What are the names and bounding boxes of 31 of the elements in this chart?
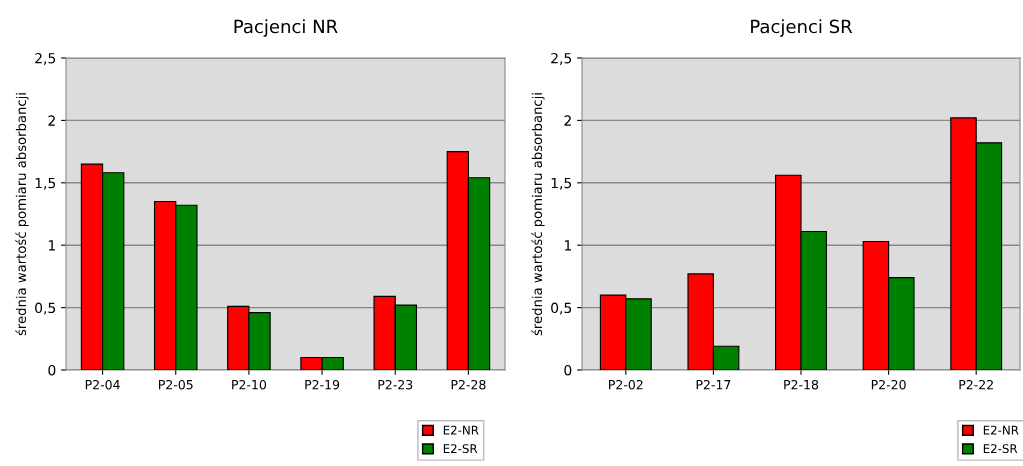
x-tick-label: P2-22	[959, 379, 993, 390]
y-tick-label: 2	[48, 115, 55, 126]
x-tick-label: P2-18	[784, 379, 819, 390]
y-tick-label: 0,5	[551, 302, 572, 315]
x-tick-label: P2-04	[85, 379, 120, 390]
y-tick-label: 2,5	[551, 52, 572, 65]
y-tick-label: 2	[564, 115, 571, 126]
x-tick-label: P2-17	[696, 379, 731, 390]
chart-title: Pacjenci SR	[751, 19, 853, 37]
y-axis-title: średnia wartość pomiaru absorbancji	[531, 93, 545, 336]
x-tick-label: P2-19	[305, 379, 340, 390]
y-tick-label: 1,5	[35, 177, 56, 190]
x-tick-label: P2-28	[451, 379, 486, 390]
y-tick-label: 0	[48, 364, 56, 376]
legend-label: E2-SR	[983, 444, 1018, 454]
x-tick-label: P2-20	[871, 379, 906, 390]
y-tick-label: 1,5	[551, 177, 572, 190]
y-tick-label: 0	[564, 364, 572, 376]
x-tick-label: P2-02	[609, 379, 643, 390]
y-tick-label: 2,5	[35, 52, 56, 65]
legend-label: E2-SR	[443, 444, 478, 454]
x-tick-label: P2-23	[378, 379, 413, 390]
legend-label: E2-NR	[983, 425, 1019, 435]
y-tick-label: 1	[48, 240, 55, 251]
legend-label: E2-NR	[443, 425, 479, 435]
chart-title: Pacjenci NR	[234, 19, 338, 37]
x-tick-label: P2-05	[159, 379, 193, 390]
y-axis-title: średnia wartość pomiaru absorbancji	[15, 93, 29, 336]
y-tick-label: 0,5	[35, 302, 56, 315]
y-tick-label: 1	[564, 240, 571, 251]
x-tick-label: P2-10	[232, 379, 267, 390]
